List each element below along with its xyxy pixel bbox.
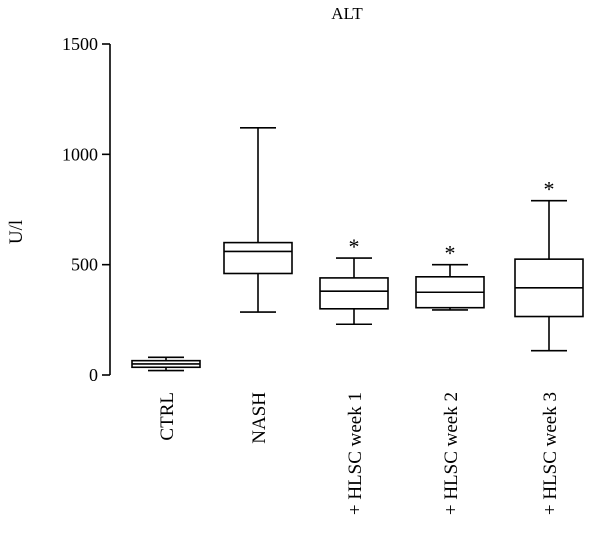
y-tick-label-0: 0 bbox=[89, 365, 98, 385]
x-tick-label-1: NASH bbox=[249, 392, 270, 444]
box-0 bbox=[131, 356, 201, 372]
x-tick-label-2: + HLSC week 1 bbox=[345, 392, 366, 515]
significance-marker: * bbox=[445, 241, 456, 266]
y-axis-label: U/l bbox=[6, 220, 27, 244]
significance-marker: * bbox=[544, 177, 555, 202]
box-1 bbox=[223, 127, 293, 313]
y-tick-label-1500: 1500 bbox=[62, 34, 98, 54]
box-4: * bbox=[514, 177, 584, 352]
x-tick-label-3: + HLSC week 2 bbox=[441, 392, 462, 515]
iqr-box bbox=[223, 241, 293, 275]
y-axis-ticks: 0 500 1000 1500 bbox=[62, 34, 110, 385]
x-tick-label-4: + HLSC week 3 bbox=[540, 392, 561, 515]
box-2: * bbox=[319, 234, 389, 326]
iqr-box bbox=[319, 277, 389, 310]
y-tick-label-1000: 1000 bbox=[62, 144, 98, 164]
significance-marker: * bbox=[349, 234, 360, 259]
x-tick-label-0: CTRL bbox=[157, 392, 178, 441]
y-tick-label-500: 500 bbox=[71, 255, 98, 275]
x-axis-ticks: CTRL NASH + HLSC week 1 + HLSC week 2 + HLSC… bbox=[157, 392, 561, 515]
box-3: * bbox=[415, 241, 485, 311]
chart-title: ALT bbox=[331, 4, 363, 23]
box-series: * * * bbox=[131, 127, 584, 372]
